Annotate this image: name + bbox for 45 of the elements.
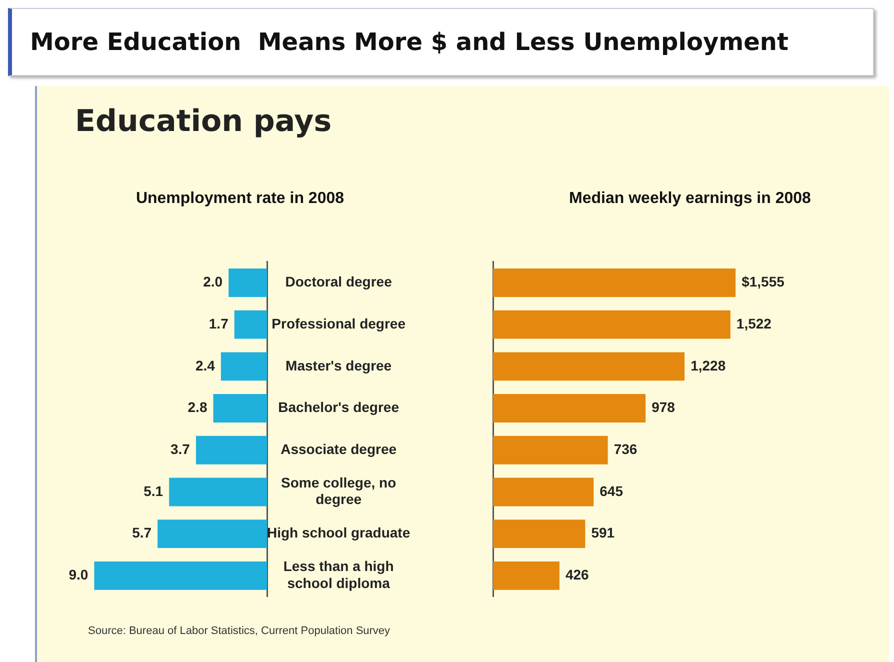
data-label: 978 <box>652 399 676 416</box>
bar <box>493 310 730 339</box>
bar <box>493 352 685 381</box>
text: Education pays <box>75 104 332 139</box>
chart-title: Unemployment rate in 2008 <box>134 190 346 208</box>
data-label: 426 <box>565 566 590 583</box>
data-label: 1,228 <box>690 357 726 374</box>
data-label: 9.0 <box>68 566 88 583</box>
bar <box>94 561 267 590</box>
data-label: 645 <box>600 482 624 499</box>
bar <box>169 478 267 506</box>
data-label: 1,522 <box>736 315 772 332</box>
y-tick-label: Less than a high school diploma <box>283 558 394 591</box>
y-tick-label: Professional degree <box>272 315 406 332</box>
bar <box>493 268 736 297</box>
bar <box>213 394 267 423</box>
text: More Education Means More $ and Less Unemployment <box>8 8 874 76</box>
bar <box>493 478 594 506</box>
y-tick-label: Doctoral degree <box>285 274 392 290</box>
bar <box>493 436 608 464</box>
data-label: 5.7 <box>132 524 152 541</box>
bar <box>493 520 586 548</box>
data-label: 3.7 <box>170 440 190 457</box>
bar <box>228 268 267 297</box>
data-label: 591 <box>591 524 615 541</box>
data-label: 2.4 <box>195 357 216 374</box>
data-label: 1.7 <box>208 315 229 332</box>
y-tick-label: Master's degree <box>286 357 392 374</box>
bar <box>234 310 267 339</box>
bar <box>220 352 267 381</box>
data-label: $1,555 <box>742 274 785 290</box>
y-tick-label: Bachelor's degree <box>278 399 400 416</box>
bar <box>493 394 646 423</box>
data-label: 5.1 <box>144 482 164 499</box>
data-label: 2.0 <box>203 274 223 290</box>
y-tick-label: Associate degree <box>280 440 397 457</box>
data-label: 736 <box>614 440 638 457</box>
chart-title: Median weekly earnings in 2008 <box>568 190 812 208</box>
bar <box>493 561 560 590</box>
data-label: 2.8 <box>188 399 208 416</box>
bar <box>196 436 267 464</box>
y-tick-label: Some college, no degree <box>280 474 396 508</box>
bar <box>158 520 267 548</box>
y-tick-label: High school graduate <box>267 524 410 541</box>
source-note: Source: Bureau of Labor Statistics, Current Population Survey <box>88 625 390 637</box>
